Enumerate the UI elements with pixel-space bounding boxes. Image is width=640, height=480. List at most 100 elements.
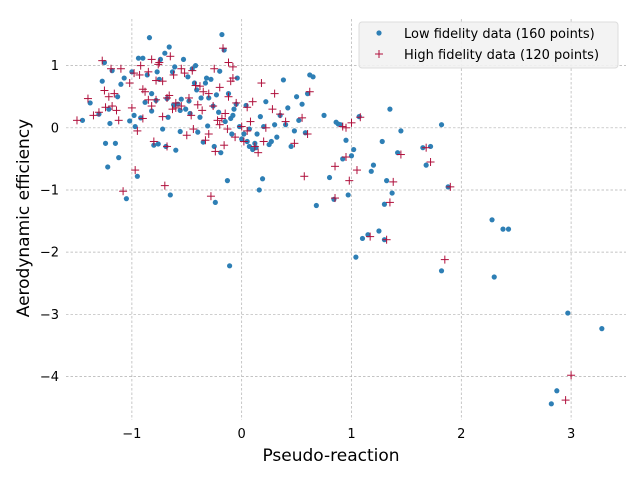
- low-fidelity-point: [87, 100, 93, 106]
- low-fidelity-point: [198, 95, 204, 101]
- high-fidelity-point: [125, 79, 134, 88]
- high-fidelity-point: [305, 87, 314, 96]
- low-fidelity-point: [599, 326, 605, 332]
- high-fidelity-point: [281, 117, 290, 126]
- low-fidelity-point: [99, 78, 105, 84]
- high-fidelity-point: [232, 98, 241, 107]
- low-fidelity-point: [178, 96, 184, 102]
- x-axis-ticks: −1 0 1 2 3: [122, 427, 575, 442]
- high-fidelity-point: [210, 64, 219, 73]
- high-fidelity-point: [83, 94, 92, 103]
- low-fidelity-point: [212, 199, 218, 206]
- high-fidelity-point: [223, 125, 232, 134]
- high-fidelity-point: [198, 106, 207, 115]
- legend-label-low: Low fidelity data (160 points): [404, 27, 595, 42]
- high-fidelity-point: [206, 192, 215, 201]
- low-fidelity-point: [340, 156, 346, 162]
- high-fidelity-point: [220, 141, 229, 150]
- low-fidelity-point: [257, 114, 263, 120]
- legend-box: [358, 21, 619, 69]
- low-fidelity-point: [172, 64, 178, 70]
- low-fidelity-point: [140, 55, 146, 61]
- high-fidelity-point: [199, 87, 208, 96]
- low-fidelity-point: [268, 138, 274, 145]
- high-fidelity-point: [72, 116, 81, 125]
- high-fidelity-point: [567, 371, 576, 380]
- high-fidelity-point: [209, 102, 218, 111]
- low-fidelity-point: [132, 123, 138, 130]
- low-fidelity-point: [121, 75, 127, 81]
- low-fidelity-point: [138, 115, 144, 121]
- high-fidelity-point: [158, 77, 167, 86]
- low-fidelity-point: [162, 50, 168, 56]
- low-fidelity-point: [155, 141, 161, 147]
- low-fidelity-point: [217, 68, 223, 74]
- high-fidelity-point: [215, 83, 224, 92]
- x-tick-label: 0: [238, 427, 246, 442]
- high-fidelity-point: [204, 130, 213, 139]
- low-fidelity-point: [491, 274, 497, 280]
- low-fidelity-point: [211, 143, 217, 150]
- high-fidelity-point: [224, 58, 233, 67]
- low-fidelity-point: [376, 228, 382, 234]
- low-fidelity-point: [154, 69, 160, 75]
- high-fidelity-point: [136, 61, 145, 70]
- low-fidelity-point: [79, 117, 86, 123]
- low-fidelity-point: [438, 268, 445, 274]
- high-fidelity-point: [237, 122, 246, 131]
- low-fidelity-point: [173, 147, 179, 153]
- high-fidelity-point: [331, 162, 340, 171]
- y-tick-label: −3: [40, 308, 59, 323]
- high-fidelity-point: [116, 64, 125, 73]
- high-fidelity-point: [138, 114, 147, 123]
- low-fidelity-point: [296, 117, 302, 123]
- high-fidelity-point: [171, 103, 180, 112]
- y-tick-label: 1: [51, 59, 59, 74]
- high-fidelity-point: [160, 181, 169, 190]
- low-fidelity-point: [167, 192, 173, 198]
- low-fidelity-point: [351, 146, 357, 153]
- high-fidelity-point: [177, 102, 186, 111]
- high-fidelity-point: [338, 122, 347, 131]
- high-fidelity-point: [382, 235, 391, 244]
- low-fidelity-point: [288, 143, 294, 150]
- low-fidelity-point: [192, 63, 199, 69]
- high-fidelity-point: [224, 92, 233, 101]
- high-fidelity-point: [342, 153, 350, 162]
- high-fidelity-point: [133, 126, 142, 135]
- low-fidelity-point: [191, 80, 198, 86]
- low-fidelity-point: [304, 91, 311, 97]
- low-fidelity-point: [427, 143, 434, 150]
- high-fidelity-point: [188, 66, 197, 75]
- low-fidelity-point: [395, 150, 401, 156]
- high-fidelity-point: [246, 117, 255, 126]
- low-fidelity-point: [343, 137, 349, 143]
- high-fidelity-point: [426, 157, 435, 166]
- low-fidelity-point: [337, 122, 344, 128]
- x-tick-label: −1: [122, 427, 141, 442]
- high-fidelity-point: [187, 111, 196, 120]
- high-fidelity-point: [219, 44, 228, 53]
- low-fidelity-point: [370, 162, 377, 168]
- low-fidelity-point: [331, 196, 337, 202]
- high-fidelity-point: [561, 396, 570, 405]
- high-fidelity-point: [130, 69, 139, 78]
- low-fidelity-point: [177, 128, 183, 135]
- low-fidelity-point: [229, 131, 235, 137]
- high-fidelity-point: [243, 103, 252, 112]
- low-fidelity-point: [365, 232, 371, 238]
- low-fidelity-point: [219, 31, 225, 38]
- high-fidelity-point: [221, 109, 230, 118]
- high-fidelity-point: [347, 118, 356, 127]
- low-fidelity-point: [206, 95, 212, 101]
- high-fidelity-point: [155, 58, 164, 67]
- grid: [66, 19, 626, 420]
- low-fidelity-point: [224, 178, 231, 184]
- high-fidelity-point: [352, 166, 361, 175]
- low-fidelity-point: [384, 178, 390, 184]
- y-tick-label: −2: [40, 246, 59, 261]
- high-fidelity-point: [110, 89, 119, 98]
- low-fidelity-point: [205, 123, 211, 129]
- high-fidelity-point: [147, 102, 156, 111]
- high-fidelity-point: [396, 150, 405, 159]
